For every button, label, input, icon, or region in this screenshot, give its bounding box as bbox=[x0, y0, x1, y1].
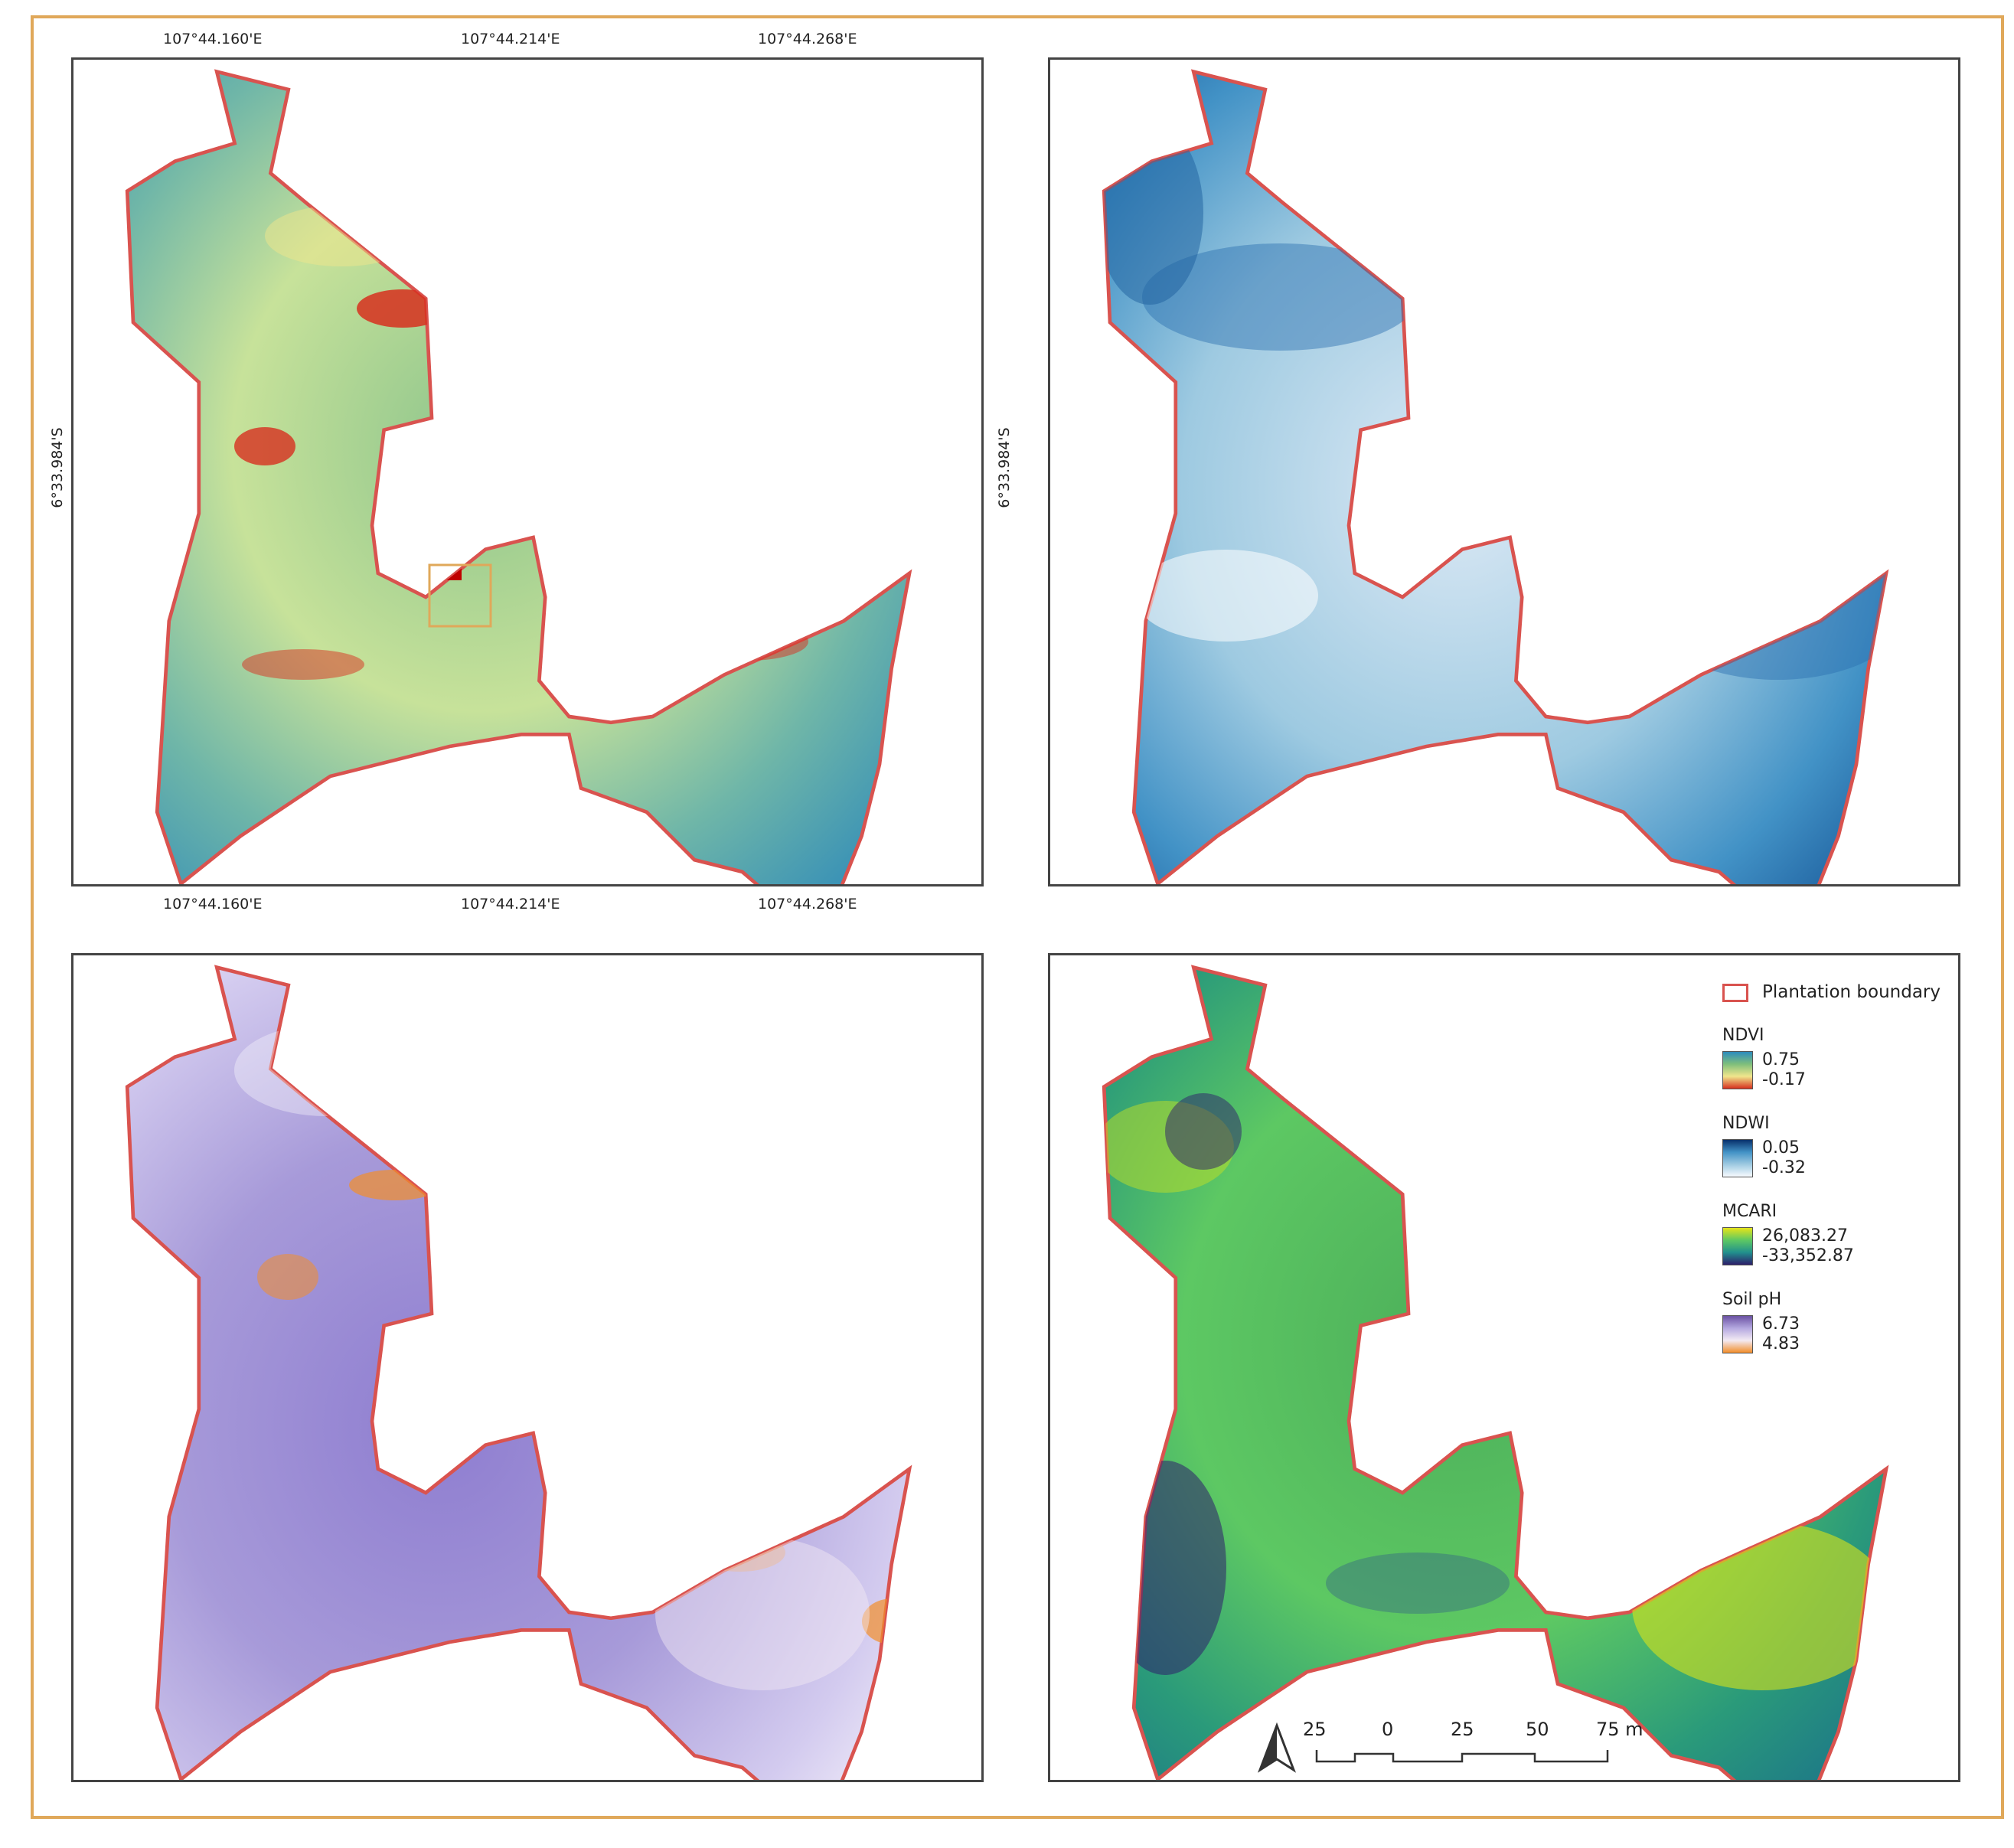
legend-ndvi-max: 0.75 bbox=[1762, 1050, 1800, 1069]
map-panel-ndvi bbox=[71, 57, 984, 886]
plantation-boundary bbox=[125, 69, 912, 884]
legend-ndwi-title: NDWI bbox=[1722, 1114, 1770, 1133]
boundary-swatch bbox=[1722, 984, 1748, 1002]
soil-ph-map bbox=[125, 965, 912, 1780]
plantation-boundary bbox=[1102, 69, 1889, 884]
ndwi-map bbox=[1102, 69, 1889, 884]
scale-bar: 25 0 25 50 75 m bbox=[1255, 1719, 1684, 1780]
legend-ph-min: 4.83 bbox=[1762, 1334, 1800, 1353]
legend-ndwi-ramp bbox=[1722, 1139, 1753, 1177]
legend-mcari-ramp bbox=[1722, 1227, 1753, 1265]
mcari-map bbox=[1102, 965, 1889, 1780]
coord-top-3: 107°44.268'E bbox=[758, 31, 857, 47]
map-panel-mcari bbox=[1048, 953, 1960, 1782]
ndvi-map bbox=[125, 69, 912, 884]
legend-ndvi-min: -0.17 bbox=[1762, 1070, 1806, 1089]
coord-lat-right: 6°33.984'S bbox=[996, 427, 1013, 508]
legend-ndwi-min: -0.32 bbox=[1762, 1158, 1806, 1177]
coord-top-2: 107°44.214'E bbox=[461, 31, 560, 47]
legend-ndwi-max: 0.05 bbox=[1762, 1138, 1800, 1157]
legend-boundary: Plantation boundary bbox=[1722, 982, 1952, 1007]
scale-label-3: 50 bbox=[1526, 1719, 1549, 1740]
figure-frame bbox=[31, 15, 2004, 1819]
map-panel-ndwi bbox=[1048, 57, 1960, 886]
scale-label-2: 25 bbox=[1451, 1719, 1474, 1740]
plantation-boundary bbox=[125, 965, 912, 1780]
coord-bottom-2: 107°44.214'E bbox=[461, 896, 560, 913]
legend-mcari-max: 26,083.27 bbox=[1762, 1226, 1848, 1246]
coord-bottom-1: 107°44.160'E bbox=[163, 896, 263, 913]
map-panel-soil-ph bbox=[71, 953, 984, 1782]
coord-top-1: 107°44.160'E bbox=[163, 31, 263, 47]
scale-label-0: 25 bbox=[1303, 1719, 1327, 1740]
legend-ndvi-ramp bbox=[1722, 1051, 1753, 1089]
coord-lat-left: 6°33.984'S bbox=[49, 427, 66, 508]
legend-mcari-min: -33,352.87 bbox=[1762, 1246, 1854, 1265]
legend-ph-max: 6.73 bbox=[1762, 1314, 1800, 1334]
scale-bar-line bbox=[1315, 1750, 1609, 1763]
north-arrow-icon bbox=[1257, 1722, 1297, 1773]
legend-ph-title: Soil pH bbox=[1722, 1290, 1782, 1309]
coord-bottom-3: 107°44.268'E bbox=[758, 896, 857, 913]
legend-ndvi-title: NDVI bbox=[1722, 1026, 1764, 1045]
legend-ph-ramp bbox=[1722, 1315, 1753, 1353]
scale-label-1: 0 bbox=[1382, 1719, 1394, 1740]
legend-boundary-label: Plantation boundary bbox=[1762, 982, 1941, 1002]
highlight-box bbox=[428, 563, 492, 628]
legend-mcari-title: MCARI bbox=[1722, 1202, 1777, 1221]
scale-label-4: 75 m bbox=[1596, 1719, 1644, 1740]
